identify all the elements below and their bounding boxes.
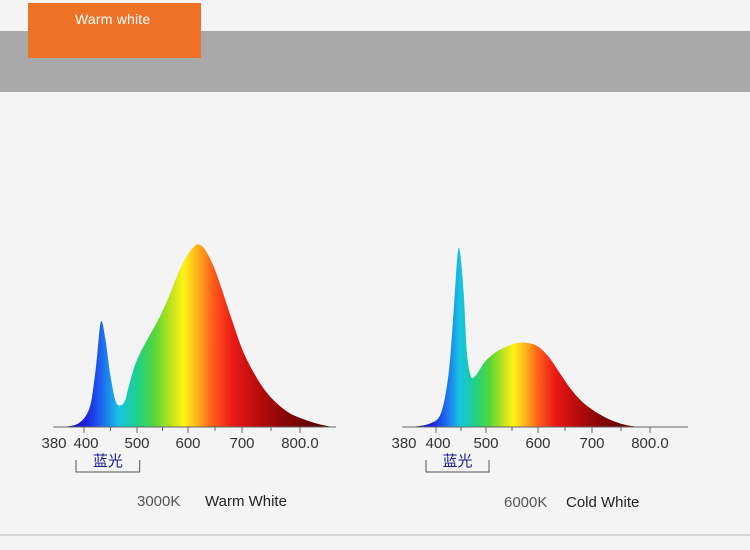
x-tick-label: 400: [425, 435, 450, 452]
x-tick-label: 700: [579, 435, 604, 452]
light-type-label: Warm White: [205, 493, 287, 510]
x-axis-labels: 380 400 500 600 700 800.0: [391, 435, 668, 452]
x-tick-label: 800.0: [631, 435, 669, 452]
spectrum-chart-warm: 380 400 500 600 700 800.0 蓝光 3000K Warm White: [41, 244, 336, 510]
x-axis-ticks: [435, 427, 651, 433]
category-badge: Warm white: [28, 3, 201, 58]
blue-light-label: 蓝光: [93, 453, 123, 470]
x-tick-label: 500: [124, 435, 149, 452]
bottom-divider: [0, 534, 750, 536]
spectrum-area: [62, 244, 332, 427]
x-tick-label: 600: [525, 435, 550, 452]
color-temperature: 3000K: [137, 493, 180, 510]
spectrum-area: [412, 247, 639, 427]
x-tick-label: 600: [175, 435, 200, 452]
light-type-label: Cold White: [566, 494, 639, 511]
blue-light-bracket: [425, 460, 490, 473]
blue-light-bracket: [75, 460, 141, 473]
x-tick-label: 800.0: [281, 435, 319, 452]
x-axis-labels: 380 400 500 600 700 800.0: [41, 435, 318, 452]
x-tick-label: 380: [41, 435, 66, 452]
x-tick-label: 500: [473, 435, 498, 452]
x-tick-label: 700: [229, 435, 254, 452]
color-temperature: 6000K: [504, 494, 547, 511]
x-tick-label: 380: [391, 435, 416, 452]
x-axis-ticks: [83, 427, 301, 433]
spectrum-chart-cold: 380 400 500 600 700 800.0 蓝光 6000K Cold White: [391, 247, 688, 511]
x-tick-label: 400: [73, 435, 98, 452]
blue-light-label: 蓝光: [442, 453, 472, 470]
badge-label: Warm white: [75, 11, 151, 27]
